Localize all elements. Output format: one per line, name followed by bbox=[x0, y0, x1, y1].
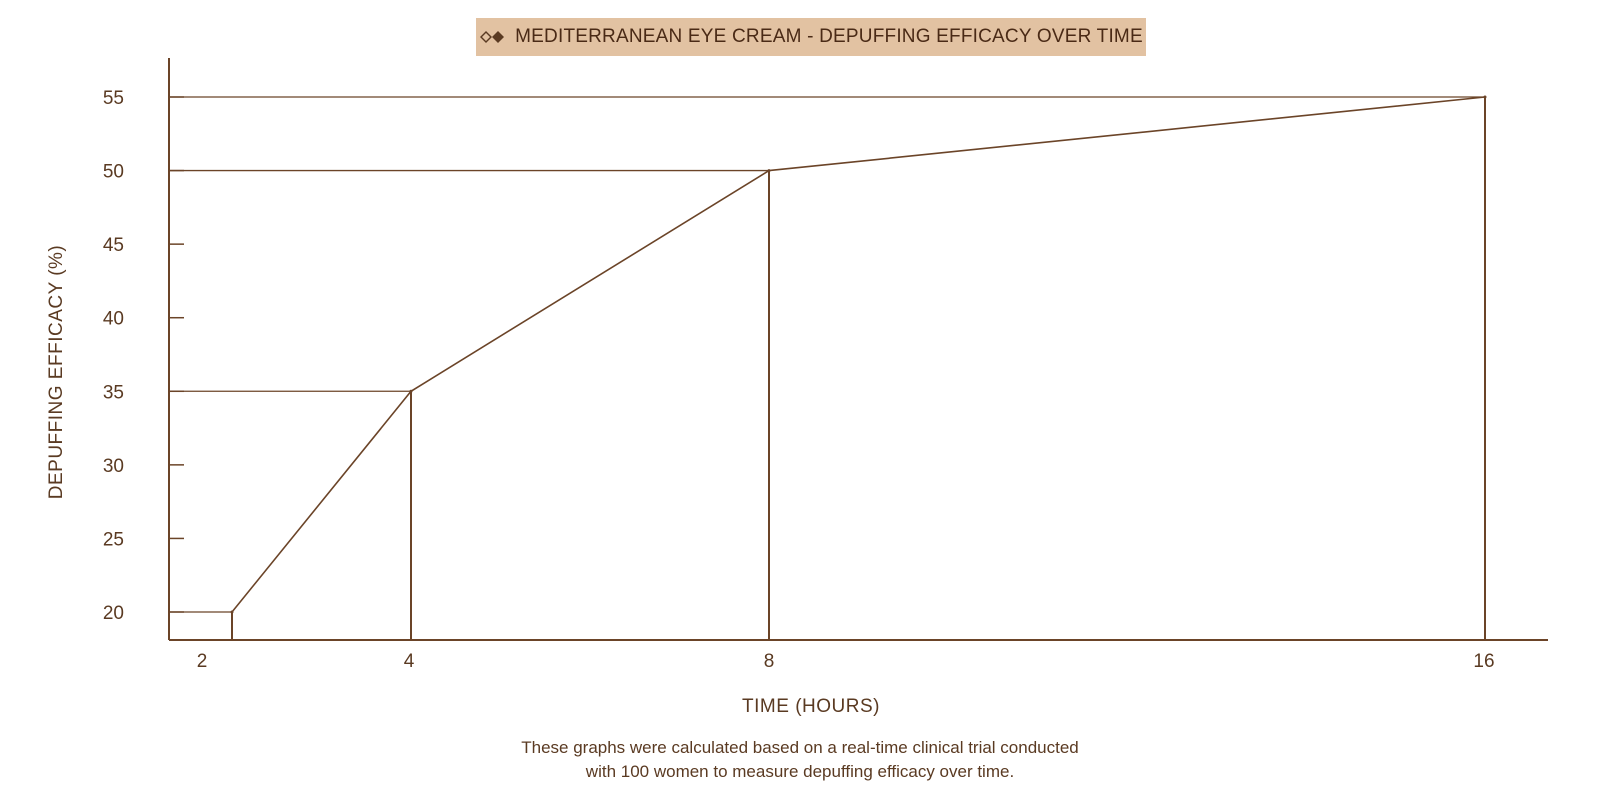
chart-title-box: MEDITERRANEAN EYE CREAM - DEPUFFING EFFI… bbox=[476, 18, 1146, 56]
y-tick-label-20: 20 bbox=[103, 603, 124, 624]
y-tick-label-30: 30 bbox=[103, 456, 124, 477]
y-tick-label-40: 40 bbox=[103, 309, 124, 330]
y-tick-label-25: 25 bbox=[103, 529, 124, 550]
double-diamond-icon bbox=[480, 31, 505, 43]
data-point-16 bbox=[1483, 95, 1487, 99]
data-point-8 bbox=[767, 169, 771, 173]
x-axis-label: TIME (HOURS) bbox=[742, 696, 880, 717]
footnote-line-2: with 100 women to measure depuffing effi… bbox=[585, 762, 1015, 781]
y-tick-label-45: 45 bbox=[103, 235, 124, 256]
x-tick-label-8: 8 bbox=[764, 651, 775, 672]
footnote-line-1: These graphs were calculated based on a … bbox=[521, 738, 1079, 757]
x-tick-label-16: 16 bbox=[1473, 651, 1494, 672]
x-tick-label-4: 4 bbox=[404, 651, 415, 672]
x-tick-label-2: 2 bbox=[197, 651, 208, 672]
footnote: These graphs were calculated based on a … bbox=[400, 736, 1200, 784]
y-tick-label-35: 35 bbox=[103, 382, 124, 403]
chart-title: MEDITERRANEAN EYE CREAM - DEPUFFING EFFI… bbox=[515, 26, 1143, 47]
data-point-2 bbox=[230, 610, 234, 614]
y-tick-label-55: 55 bbox=[103, 88, 124, 109]
y-tick-label-50: 50 bbox=[103, 162, 124, 183]
y-axis-label: DEPUFFING EFFICACY (%) bbox=[46, 245, 67, 500]
series-line bbox=[231, 96, 1486, 613]
data-point-4 bbox=[409, 389, 413, 393]
